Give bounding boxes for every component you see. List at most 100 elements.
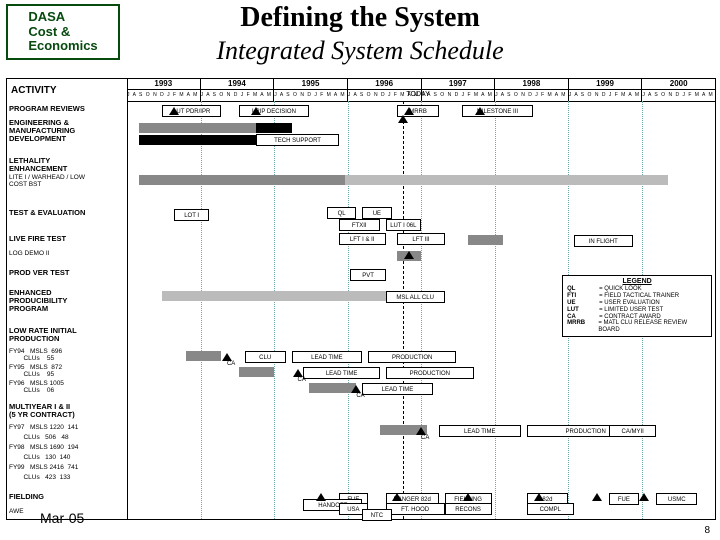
row-label: FY98 MSLS 1690 194 — [7, 445, 125, 452]
label-box: CA/MYII — [609, 425, 656, 437]
label-box: LEAD TIME — [362, 383, 433, 395]
date-stamp: Mar-05 — [40, 510, 84, 526]
milestone-icon — [398, 115, 408, 123]
ca-label: CA — [421, 435, 429, 441]
milestone-icon — [639, 493, 649, 501]
slide: DASA Cost & Economics Defining the Syste… — [0, 0, 720, 540]
label-box: IN FLIGHT — [574, 235, 633, 247]
milestone-icon — [592, 493, 602, 501]
gantt-bar — [162, 291, 409, 301]
gantt-bar — [139, 175, 345, 185]
year-cell: 1998 — [495, 79, 569, 89]
label-box: QL — [327, 207, 356, 219]
row-label: LETHALITY ENHANCEMENT — [7, 157, 125, 173]
label-box: PRODUCTION — [368, 351, 456, 363]
milestone-icon — [416, 427, 426, 435]
row-label: FY96 MSLS 1005 CLUs 06 — [7, 381, 125, 395]
label-box: COMPL — [527, 503, 574, 515]
row-label: MULTIYEAR I & II (5 YR CONTRACT) — [7, 403, 125, 419]
ca-label: CA — [227, 361, 235, 367]
milestone-icon — [392, 493, 402, 501]
year-cell: 1999 — [569, 79, 643, 89]
gantt-bar — [139, 123, 257, 133]
month-cell: J A S O N D J F M A M J J A S O N D — [642, 89, 715, 101]
row-label: PROD VER TEST — [7, 269, 125, 277]
year-cell: 2000 — [642, 79, 715, 89]
milestone-icon — [463, 493, 473, 501]
row-label: FY95 MSLS 872 CLUs 95 — [7, 365, 125, 379]
milestone-icon — [293, 369, 303, 377]
page-title: Defining the System — [0, 2, 720, 34]
label-box: FUE — [609, 493, 638, 505]
gantt-bar — [239, 367, 274, 377]
activity-header: ACTIVITY — [7, 79, 127, 101]
row-label: FIELDING — [7, 493, 125, 501]
milestone-icon — [475, 107, 485, 115]
row-label: ENHANCED PRODUCIBILITY PROGRAM — [7, 289, 125, 313]
label-box: LFT I & II — [339, 233, 386, 245]
milestone-icon — [316, 493, 326, 501]
row-label: LIVE FIRE TEST — [7, 235, 125, 243]
page-subtitle: Integrated System Schedule — [0, 36, 720, 66]
row-label: ENGINEERING & MANUFACTURING DEVELOPMENT — [7, 119, 125, 143]
milestone-icon — [404, 107, 414, 115]
page-number: 8 — [704, 525, 710, 536]
row-label: LOG DEMO II — [7, 251, 125, 258]
label-box: FT. HOOD — [386, 503, 445, 515]
plot-area: 19931994199519961997199819992000 J A S O… — [127, 79, 715, 519]
year-cell: 1996 — [348, 79, 422, 89]
milestone-icon — [251, 107, 261, 115]
label-box: NTC — [362, 509, 391, 521]
ca-label: CA — [298, 377, 306, 383]
label-box: PVT — [350, 269, 385, 281]
month-cell: J A S O N D J F M A M J J A S O N D — [201, 89, 275, 101]
row-label: FY99 MSLS 2416 741 — [7, 465, 125, 472]
label-box: LEAD TIME — [439, 425, 521, 437]
year-cell: 1994 — [201, 79, 275, 89]
label-box: UE — [362, 207, 391, 219]
month-cell: J A S O N D J F M A M J J A S O N D — [127, 89, 201, 101]
activity-column: ACTIVITY PROGRAM REVIEWS ENGINEERING & MA… — [7, 79, 128, 519]
gantt-chart: ACTIVITY PROGRAM REVIEWS ENGINEERING & MA… — [6, 78, 716, 520]
row-label: FY94 MSLS 696 CLUs 55 — [7, 349, 125, 363]
label-box: MSL ALL CLU — [386, 291, 445, 303]
label-box: MILESTONE III — [462, 105, 533, 117]
label-box: LFT III — [397, 233, 444, 245]
gantt-bar — [139, 135, 257, 145]
milestone-icon — [534, 493, 544, 501]
gantt-bar — [309, 383, 356, 393]
milestone-icon — [222, 353, 232, 361]
milestone-icon — [351, 385, 361, 393]
row-label: PROGRAM REVIEWS — [7, 105, 125, 113]
gantt-bar — [345, 175, 668, 185]
label-box: PRODUCTION — [386, 367, 474, 379]
label-box: FTXII — [339, 219, 380, 231]
year-cell: 1997 — [422, 79, 496, 89]
row-label: CLUs 423 133 — [7, 475, 125, 482]
row-label: FY97 MSLS 1220 141 — [7, 425, 125, 432]
year-cell: 1995 — [274, 79, 348, 89]
label-box: USMC — [656, 493, 697, 505]
gantt-bar — [468, 235, 503, 245]
row-label: TEST & EVALUATION — [7, 209, 125, 217]
row-label: CLUs 130 140 — [7, 455, 125, 462]
label-box: CLU — [245, 351, 286, 363]
label-box: LUT I 06L — [386, 219, 421, 231]
milestone-icon — [404, 251, 414, 259]
legend: LEGENDQL= QUICK LOOKFTI= FIELD TACTICAL … — [562, 275, 712, 337]
milestone-icon — [169, 107, 179, 115]
gantt-bar — [186, 351, 221, 361]
month-cell: J A S O N D J F M A M J J A S O N D — [569, 89, 643, 101]
gantt-bar — [256, 123, 291, 133]
row-label: LITE I / WARHEAD / LOW COST BST — [7, 175, 125, 189]
ca-label: CA — [356, 393, 364, 399]
row-label: CLUs 506 48 — [7, 435, 125, 442]
label-box: TECH SUPPORT — [256, 134, 338, 146]
label-box: LEAD TIME — [292, 351, 363, 363]
month-cell: J A S O N D J F M A M J J A S O N D — [422, 89, 496, 101]
row-label: LOW RATE INITIAL PRODUCTION — [7, 327, 125, 343]
label-box: LEAD TIME — [303, 367, 379, 379]
year-cell: 1993 — [127, 79, 201, 89]
label-box: LRIP DECISION — [239, 105, 310, 117]
label-box: LOT I — [174, 209, 209, 221]
